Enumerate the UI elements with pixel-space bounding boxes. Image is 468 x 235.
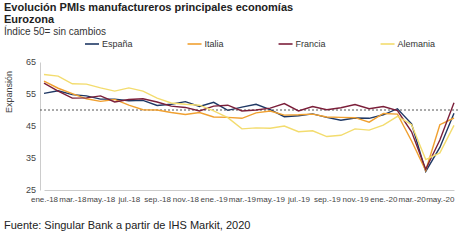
y-tick-label: 35 [26,153,36,163]
chart: Evolución PMIs manufactureros principale… [0,0,468,235]
x-tick-label: may.-18 [87,195,116,204]
y-tick: 65 [26,57,40,67]
y-tick: 55 [26,89,40,99]
x-tick-label: sep.-18 [144,195,171,204]
legend-swatch [188,43,202,45]
series-line [44,83,454,169]
source: Fuente: Singular Bank a partir de IHS Ma… [4,219,250,231]
plot-area [40,74,458,171]
legend-item: España [85,39,133,49]
series-line [44,74,454,159]
x-axis-line [45,190,455,191]
x-tick: nov.-19 [342,190,369,204]
x-tick-label: ene.-19 [201,195,229,204]
x-tick-label: sep.-19 [314,195,341,204]
legend-swatch [279,43,293,45]
x-tick: mar.-18 [59,190,87,204]
x-tick-label: mar.-18 [59,195,87,204]
y-tick: 35 [26,153,40,163]
x-tick: ene.-19 [201,190,229,204]
note: Índice 50= sin cambios [4,25,106,37]
legend-swatch [85,43,99,45]
legend-label: Alemania [398,39,436,49]
x-tick: jul.-18 [117,190,140,204]
legend-label: España [102,39,133,49]
x-tick-label: ene.-20 [370,195,398,204]
legend: España Italia Francia Alemania [85,39,435,49]
legend-item: Italia [188,39,224,49]
x-tick: ene.-18 [31,190,59,204]
x-tick: ene.-20 [370,190,398,204]
x-tick-label: jul.-19 [287,195,310,204]
x-tick-label: may.-19 [257,195,286,204]
legend-label: Francia [296,39,326,49]
x-tick-label: nov.-19 [342,195,369,204]
series-line [44,91,454,172]
x-tick-label: may.-20 [426,195,455,204]
x-tick-label: nov.-18 [173,195,200,204]
x-tick-label: mar.-19 [229,195,257,204]
x-tick-label: mar.-20 [399,195,427,204]
x-tick: jul.-19 [287,190,310,204]
x-tick: mar.-20 [399,190,427,204]
legend-item: Alemania [381,39,436,49]
y-axis: 2535455565 [26,57,41,195]
x-tick: may.-19 [257,190,286,204]
y-tick-label: 45 [26,121,36,131]
x-tick: sep.-19 [314,190,341,204]
series-line [44,81,454,170]
y-axis-title: Expansión [4,71,14,113]
x-tick: nov.-18 [173,190,200,204]
x-tick: may.-20 [426,190,455,204]
x-tick-label: ene.-18 [31,195,59,204]
y-axis-line [40,63,41,191]
x-axis: ene.-18mar.-18may.-18jul.-18sep.-18nov.-… [31,190,455,204]
legend-item: Francia [279,39,326,49]
x-tick-label: jul.-18 [117,195,140,204]
y-tick: 45 [26,121,40,131]
legend-swatch [381,43,395,45]
x-tick: may.-18 [87,190,116,204]
y-tick-label: 65 [26,57,36,67]
legend-label: Italia [205,39,224,49]
x-tick: mar.-19 [229,190,257,204]
subtitle: Eurozona [4,13,55,25]
x-tick: sep.-18 [144,190,171,204]
y-tick-label: 55 [26,89,36,99]
title: Evolución PMIs manufactureros principale… [4,1,293,13]
